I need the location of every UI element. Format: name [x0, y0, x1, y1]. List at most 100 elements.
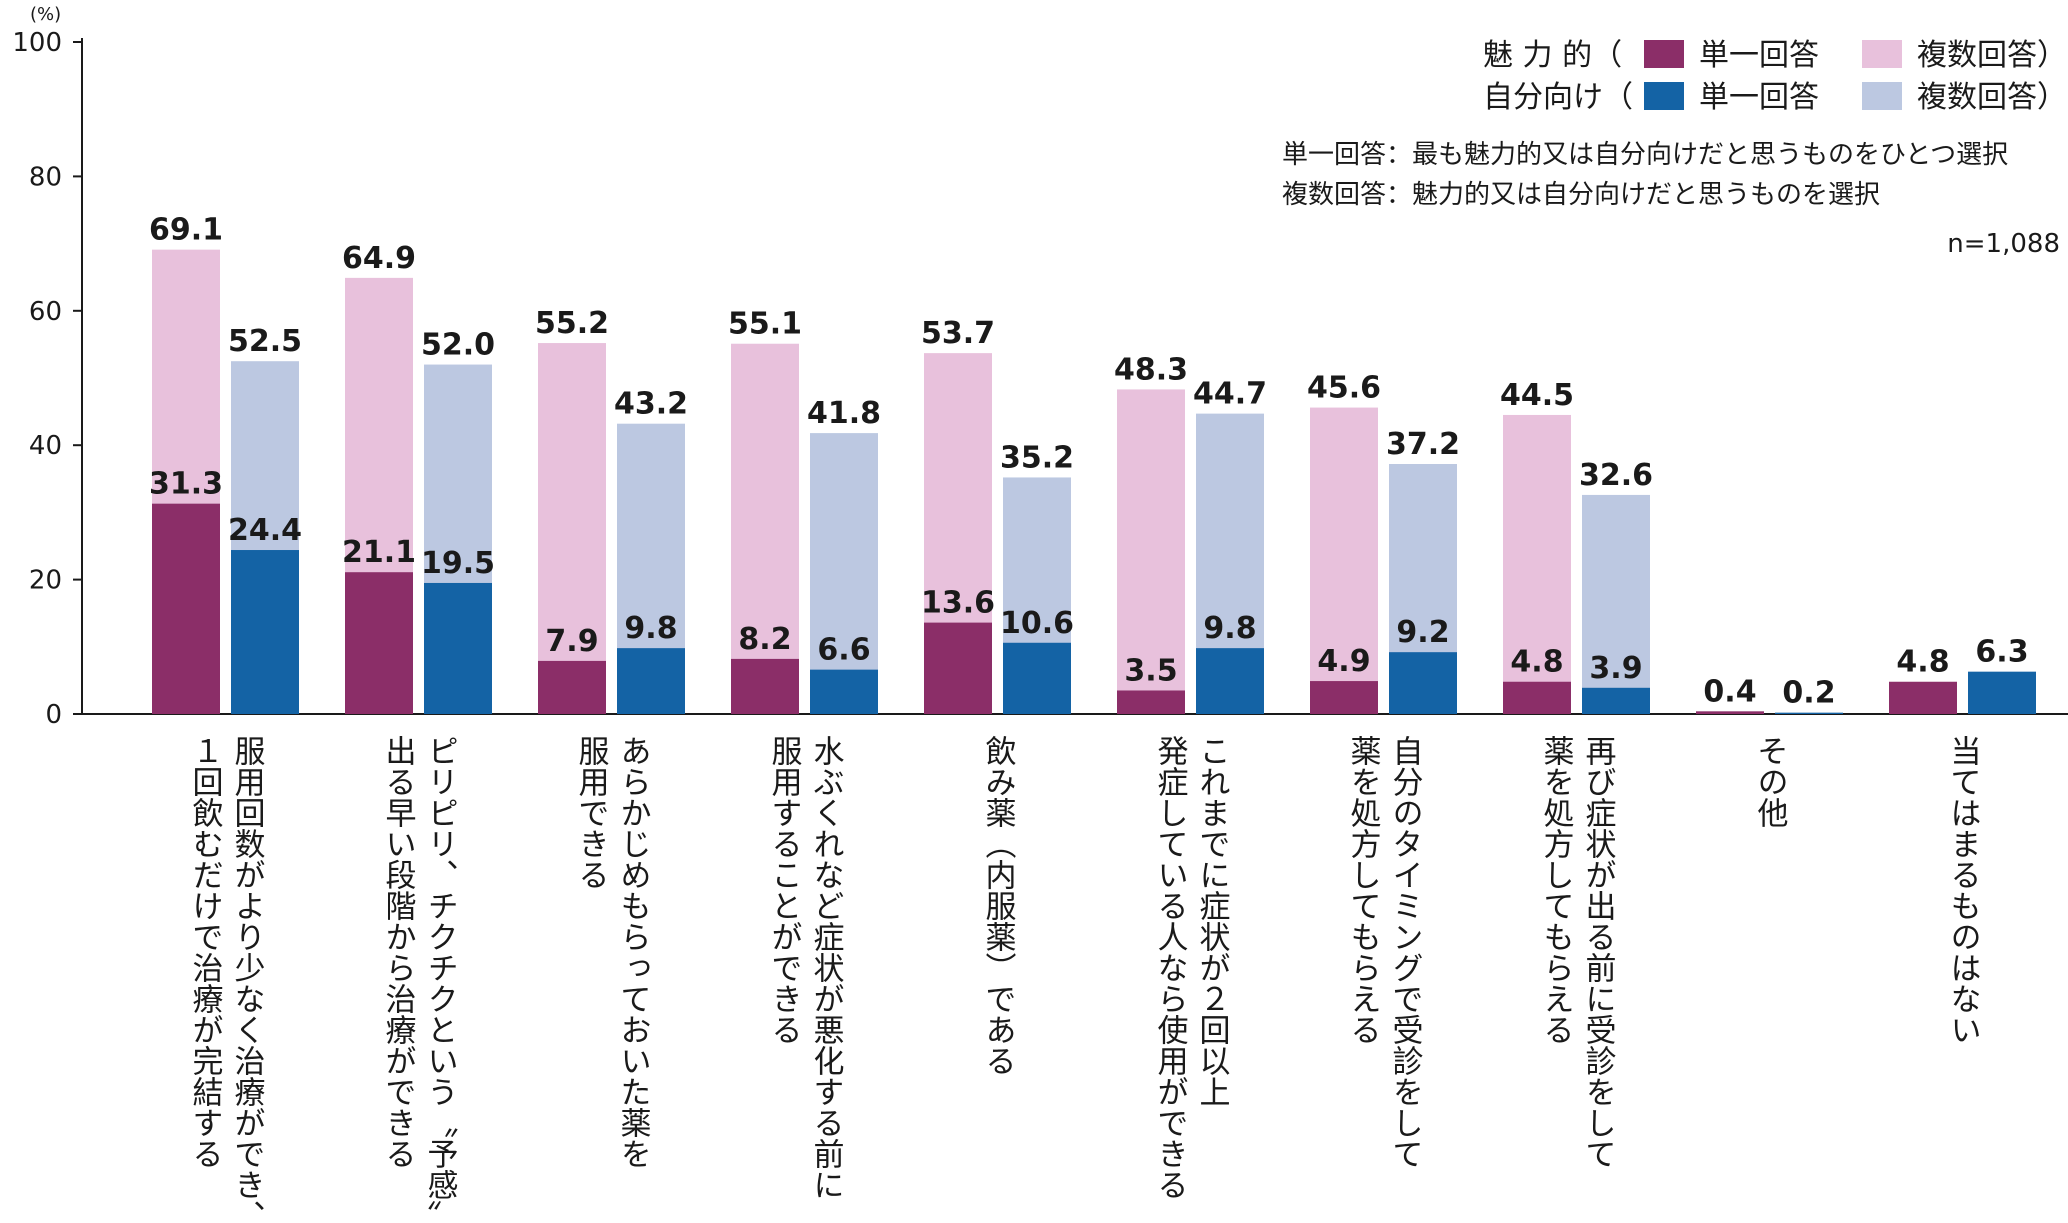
attractive-single-label: 8.2	[738, 622, 791, 657]
y-tick-label: 100	[12, 28, 62, 58]
y-tick-label: 60	[29, 297, 62, 327]
attractive-single-bar	[538, 660, 606, 714]
self-single-label: 3.9	[1589, 651, 1642, 686]
self-multiple-bar	[1582, 494, 1650, 714]
attractive-multiple-bar	[731, 343, 799, 714]
attractive-single-label: 21.1	[342, 535, 416, 570]
category-label: 飲み薬（内服薬）である	[980, 735, 1017, 1076]
self-single-bar	[810, 669, 878, 714]
sample-size: n=1,088	[1947, 229, 2060, 259]
self-single-label: 24.4	[228, 513, 302, 548]
category-label: 服用できる	[573, 735, 610, 890]
attractive-single-bar	[1889, 681, 1957, 714]
category-label: 再び症状が出る前に受診をして	[1580, 735, 1617, 1169]
self-multiple-bar	[810, 433, 878, 714]
attractive-multiple-label: 48.3	[1114, 352, 1188, 387]
attractive-multiple-bar	[1503, 414, 1571, 714]
self-multiple-label: 41.8	[807, 396, 881, 431]
self-multiple-label: 35.2	[1000, 440, 1074, 475]
attractive-multiple-bar	[538, 343, 606, 714]
self-single-bar	[1389, 652, 1457, 714]
self-single-label: 9.2	[1396, 615, 1449, 650]
self-multiple-label: 44.7	[1193, 377, 1267, 412]
attractive-single-bar	[924, 622, 992, 714]
category-label: 服用回数がより少なく治療ができ、	[229, 735, 266, 1223]
attractive-multiple-bar	[1310, 407, 1378, 714]
self-single-label: 9.8	[624, 611, 677, 646]
category-label: 発症している人なら使用ができる	[1152, 735, 1189, 1200]
category-label: 薬を処方してもらえる	[1538, 735, 1575, 1045]
self-single-label: 19.5	[421, 546, 495, 581]
legend-row-2-multi: 複数回答）	[1917, 80, 2067, 115]
legend-row-1-label: 魅 力 的（	[1483, 38, 1622, 73]
attractive-single-bar	[152, 503, 220, 714]
attractive-single-label: 3.5	[1124, 653, 1177, 688]
legend: 魅 力 的（ 単一回答 複数回答） 自分向け（ 単一回答 複数回答） 単一回答：…	[1282, 38, 2067, 259]
attractive-single-bar	[1696, 711, 1764, 714]
attractive-multiple-label: 55.2	[535, 306, 609, 341]
category-label: 出る早い段階から治療ができる	[380, 735, 417, 1169]
legend-swatch-self-single	[1644, 82, 1684, 110]
self-single-bar	[1968, 671, 2036, 714]
self-single-bar	[617, 648, 685, 714]
y-tick-label: 0	[45, 700, 62, 730]
attractive-single-bar	[1310, 681, 1378, 714]
attractive-single-label: 4.8	[1896, 645, 1949, 680]
y-axis-unit: (%)	[30, 4, 61, 25]
attractive-single-bar	[731, 658, 799, 714]
attractive-single-label: 31.3	[149, 467, 223, 502]
attractive-multiple-label: 45.6	[1307, 371, 1381, 406]
self-multiple-label: 52.5	[228, 324, 302, 359]
attractive-multiple-label: 64.9	[342, 241, 416, 276]
legend-row-2-label: 自分向け（	[1483, 80, 1633, 115]
legend-swatch-attractive-multi	[1862, 40, 1902, 68]
attractive-single-bar	[345, 572, 413, 714]
self-multiple-label: 43.2	[614, 387, 688, 422]
note-multiple-answer: 複数回答：魅力的又は自分向けだと思うものを選択	[1282, 180, 1880, 210]
attractive-single-label: 4.8	[1510, 645, 1563, 680]
category-label: 当てはまるものはない	[1945, 735, 1981, 1045]
self-single-bar	[1775, 712, 1843, 714]
self-single-bar	[1582, 687, 1650, 714]
self-single-label: 0.2	[1782, 676, 1835, 711]
category-label: 自分のタイミングで受診をして	[1387, 735, 1423, 1169]
self-single-label: 10.6	[1000, 606, 1074, 641]
self-single-bar	[1196, 648, 1264, 714]
attractive-multiple-label: 53.7	[921, 316, 995, 351]
category-label: 水ぶくれなど症状が悪化する前に	[808, 735, 845, 1200]
data-labels-layer: 69.1 31.3 52.5 24.4 64.9 21.1 52.0 19.5 55.2 7.9 4…	[149, 213, 2029, 711]
attractive-single-label: 7.9	[545, 624, 598, 659]
category-label: 薬を処方してもらえる	[1345, 735, 1382, 1045]
attractive-single-bar	[1117, 690, 1185, 714]
category-label: あらかじめもらっておいた薬を	[615, 735, 651, 1169]
legend-swatch-self-multi	[1862, 82, 1902, 110]
attractive-multiple-label: 69.1	[149, 213, 223, 248]
attractive-single-label: 0.4	[1703, 674, 1756, 709]
attractive-multiple-label: 44.5	[1500, 378, 1574, 413]
note-single-answer: 単一回答：最も魅力的又は自分向けだと思うものをひとつ選択	[1282, 140, 2008, 170]
category-label: その他	[1752, 735, 1789, 828]
legend-swatch-attractive-single	[1644, 40, 1684, 68]
attractive-multiple-label: 55.1	[728, 307, 802, 342]
category-label: これまでに症状が２回以上	[1194, 735, 1231, 1107]
y-tick-label: 20	[29, 566, 62, 596]
self-single-bar	[1003, 642, 1071, 714]
category-label: １回飲むだけで治療が完結する	[187, 735, 224, 1169]
self-single-label: 6.6	[817, 633, 870, 668]
attractive-single-label: 4.9	[1317, 644, 1370, 679]
category-label: 服用することができる	[766, 735, 803, 1045]
self-single-label: 9.8	[1203, 611, 1256, 646]
self-multiple-label: 37.2	[1386, 427, 1460, 462]
self-multiple-label: 32.6	[1579, 458, 1653, 493]
self-single-bar	[424, 582, 492, 714]
self-single-label: 6.3	[1975, 635, 2028, 670]
category-label: ピリピリ、チクチクという〝予感〟が	[422, 735, 459, 1223]
self-single-bar	[231, 550, 299, 714]
attractive-multiple-bar	[1117, 389, 1185, 714]
category-labels-layer: 服用回数がより少なく治療ができ、１回飲むだけで治療が完結する ピリピリ、チクチクと…	[187, 735, 1981, 1223]
attractive-single-bar	[1503, 681, 1571, 714]
attractive-single-label: 13.6	[921, 586, 995, 621]
y-tick-label: 40	[29, 431, 62, 461]
self-multiple-label: 52.0	[421, 328, 495, 363]
